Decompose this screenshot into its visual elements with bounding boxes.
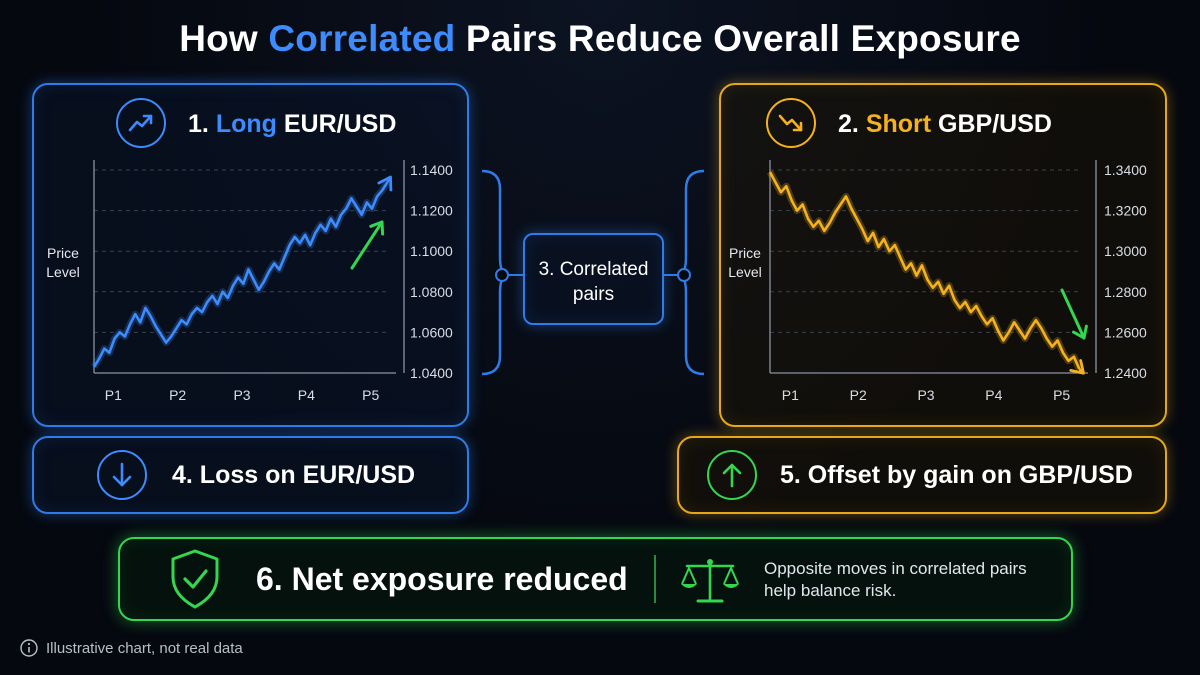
long-eurusd-title: 1. Long EUR/USD [188, 110, 396, 139]
center-label-line2: pairs [572, 284, 615, 305]
right-connector-node [677, 268, 691, 282]
net-exposure-box [118, 537, 1073, 621]
x-tick-label: P4 [298, 387, 315, 403]
y-tick-label: 1.1400 [410, 162, 453, 178]
series-line [92, 181, 389, 368]
gain-box [677, 436, 1167, 514]
gbpusd-line-chart: 1.2400 1.2600 1.2800 1.3000 1.3200 1.3400 P1 P2… [766, 160, 1147, 403]
arrow-up-icon [707, 450, 757, 500]
loss-label: 4. Loss on EUR/USD [172, 461, 416, 489]
title-suffix: Pairs Reduce Overall Exposure [455, 18, 1021, 59]
right-y-axis-title-line1: Price [729, 245, 761, 261]
right-step-number: 2. [838, 110, 859, 138]
net-note: Opposite moves in correlated pairs help b… [764, 558, 1027, 602]
correlated-pairs-label: 3. Correlated pairs [523, 257, 664, 307]
left-action: Long [215, 110, 277, 138]
y-tick-label: 1.2600 [1104, 324, 1147, 340]
left-y-axis-title-line1: Price [47, 245, 79, 261]
y-tick-label: 1.3400 [1104, 162, 1147, 178]
balance-scale-icon [679, 556, 741, 606]
right-action: Short [865, 110, 932, 138]
arrow-down-icon [97, 450, 147, 500]
net-note-line2: help balance risk. [764, 581, 897, 600]
x-tick-label: P5 [362, 387, 379, 403]
left-step-number: 1. [188, 110, 209, 138]
correlation-connector [481, 169, 705, 376]
right-pair: GBP/USD [938, 110, 1052, 138]
left-connector-node [495, 268, 509, 282]
net-exposure-label: 6. Net exposure reduced [256, 561, 628, 597]
y-tick-label: 1.0400 [410, 365, 453, 381]
short-gbpusd-title: 2. Short GBP/USD [838, 110, 1052, 139]
series-line-glow [91, 180, 391, 369]
y-tick-label: 1.2800 [1104, 284, 1147, 300]
right-y-axis-title-line2: Level [728, 264, 762, 280]
y-tick-label: 1.1000 [410, 243, 453, 259]
trend-arrow-shaft [350, 220, 384, 270]
x-tick-label: P1 [782, 387, 799, 403]
trend-up-icon [116, 98, 166, 148]
y-tick-label: 1.0600 [410, 324, 453, 340]
left-y-axis-title-line2: Level [46, 264, 80, 280]
x-tick-label: P3 [917, 387, 934, 403]
correlated-pairs-box [523, 233, 664, 325]
page-title: How Correlated Pairs Reduce Overall Expo… [0, 18, 1200, 60]
left-y-axis-title: Price Level [40, 244, 86, 282]
trend-arrow-head [1072, 324, 1088, 340]
long-eurusd-panel [32, 83, 469, 427]
series-end-arrow [377, 175, 393, 192]
y-tick-label: 1.3000 [1104, 243, 1147, 259]
x-tick-label: P3 [233, 387, 250, 403]
net-divider [654, 555, 656, 603]
series-end-stub [386, 176, 392, 183]
y-tick-label: 1.2400 [1104, 365, 1147, 381]
y-tick-label: 1.1200 [410, 203, 453, 219]
info-icon [20, 639, 38, 657]
footnote-text: Illustrative chart, not real data [46, 640, 243, 657]
x-tick-label: P2 [850, 387, 867, 403]
trend-arrow-head [369, 220, 385, 236]
series-end-stub [1078, 368, 1085, 375]
x-tick-label: P1 [105, 387, 122, 403]
title-prefix: How [179, 18, 269, 59]
trend-arrow-shaft [1060, 288, 1086, 340]
title-highlight: Correlated [268, 18, 456, 59]
trend-down-icon [766, 98, 816, 148]
left-pair: EUR/USD [283, 110, 397, 138]
series-line [768, 171, 1081, 370]
center-label-line1: 3. Correlated [538, 259, 649, 280]
x-tick-label: P2 [169, 387, 186, 403]
net-note-line1: Opposite moves in correlated pairs [764, 559, 1027, 578]
x-tick-label: P5 [1053, 387, 1070, 403]
shield-check-icon [168, 547, 222, 611]
gain-label: 5. Offset by gain on GBP/USD [780, 461, 1133, 489]
y-tick-label: 1.3200 [1104, 203, 1147, 219]
y-tick-label: 1.0800 [410, 284, 453, 300]
x-tick-label: P4 [985, 387, 1002, 403]
eurusd-line-chart: 1.0400 1.0600 1.0800 1.1000 1.1200 1.1400 P1 P2… [91, 160, 453, 403]
right-y-axis-title: Price Level [722, 244, 768, 282]
